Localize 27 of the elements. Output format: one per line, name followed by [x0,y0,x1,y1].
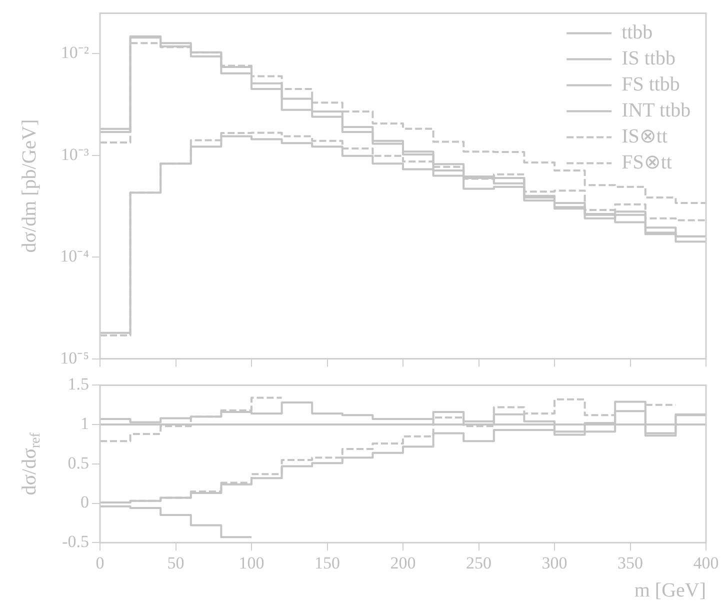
x-tick-label: 50 [167,553,184,572]
y-tick-label: 10⁻³ [60,144,89,164]
legend-label: FS ttbb [622,73,680,96]
y-tick-label: 1 [80,414,89,434]
legend-label: IS⊗tt [622,125,668,148]
legend-label: IS ttbb [622,47,676,70]
y-tick-label: 0.5 [68,453,89,472]
y-axis-title: dσ/dm [pb/GeV] [18,119,40,253]
y-tick-label: 10⁻⁵ [60,348,90,368]
x-tick-label: 0 [96,553,104,572]
x-tick-label: 350 [618,553,643,572]
y-axis-title: dσ/dσref [18,432,44,496]
legend-label: FS⊗tt [622,151,672,174]
x-tick-label: 100 [238,553,264,572]
x-tick-label: 200 [390,553,416,572]
legend-label: INT ttbb [622,99,691,122]
y-tick-label: 10⁻⁴ [60,246,90,266]
x-tick-label: 250 [466,553,492,572]
x-tick-label: 300 [542,553,568,572]
legend-label: ttbb [622,21,653,44]
y-tick-label: 10⁻² [60,43,89,62]
y-tick-label: 1.5 [68,374,89,394]
x-tick-label: 400 [693,553,719,572]
y-tick-label: 0 [80,492,89,512]
y-tick-label: -0.5 [62,532,89,552]
x-tick-label: 150 [314,553,340,572]
x-axis-title: m [GeV] [634,579,706,602]
